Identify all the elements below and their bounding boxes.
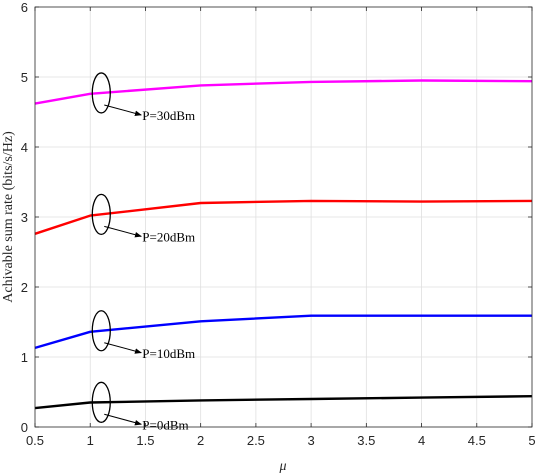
series-annotation-label: P=0dBm xyxy=(142,417,188,432)
grid xyxy=(35,7,532,427)
series-annotation-label: P=20dBm xyxy=(142,229,195,244)
series-annotation-label: P=30dBm xyxy=(142,108,195,123)
y-tick-label: 3 xyxy=(21,210,28,225)
y-tick-label: 2 xyxy=(21,280,28,295)
x-tick-label: 1 xyxy=(87,433,94,448)
series-line xyxy=(34,314,532,350)
series-annotation-ellipse xyxy=(91,193,111,235)
x-tick-label: 3.5 xyxy=(357,433,375,448)
x-tick-label: 5 xyxy=(528,433,535,448)
y-axis-title: Achivable sum rate (bits/s/Hz) xyxy=(1,131,16,303)
series-lines xyxy=(34,79,533,410)
series-annotation-ellipse xyxy=(91,310,111,352)
y-tick-label: 6 xyxy=(21,0,28,15)
x-tick-label: 2.5 xyxy=(247,433,265,448)
series-annotation-arrow xyxy=(104,225,142,238)
series-annotation-arrow xyxy=(104,104,142,117)
series-line xyxy=(34,395,533,410)
y-tick-label: 4 xyxy=(21,140,28,155)
series-line xyxy=(34,199,533,235)
series-line xyxy=(34,79,533,105)
x-tick-label: 2 xyxy=(197,433,204,448)
x-tick-label: 3 xyxy=(307,433,314,448)
x-axis-title: μ xyxy=(278,459,286,474)
x-tick-label: 4 xyxy=(418,433,425,448)
series-annotation-arrow xyxy=(104,342,142,354)
annotations: P=30dBm P=20dBm P=10dBm P=0dBm xyxy=(91,72,195,432)
series-annotation-ellipse xyxy=(91,381,111,423)
y-tick-label: 1 xyxy=(21,350,28,365)
y-tick-label: 5 xyxy=(21,70,28,85)
x-tick-label: 1.5 xyxy=(136,433,154,448)
series-annotation-label: P=10dBm xyxy=(142,346,195,361)
ticks: 0.5 1 1.5 2 2.5 3 3.5 4 4.5 5 0 1 2 3 4 5 6 xyxy=(21,0,536,448)
series-annotation-arrow xyxy=(104,413,142,426)
x-tick-label: 0.5 xyxy=(26,433,44,448)
x-tick-label: 4.5 xyxy=(468,433,486,448)
series-annotation-ellipse xyxy=(91,72,111,114)
y-tick-label: 0 xyxy=(21,420,28,435)
